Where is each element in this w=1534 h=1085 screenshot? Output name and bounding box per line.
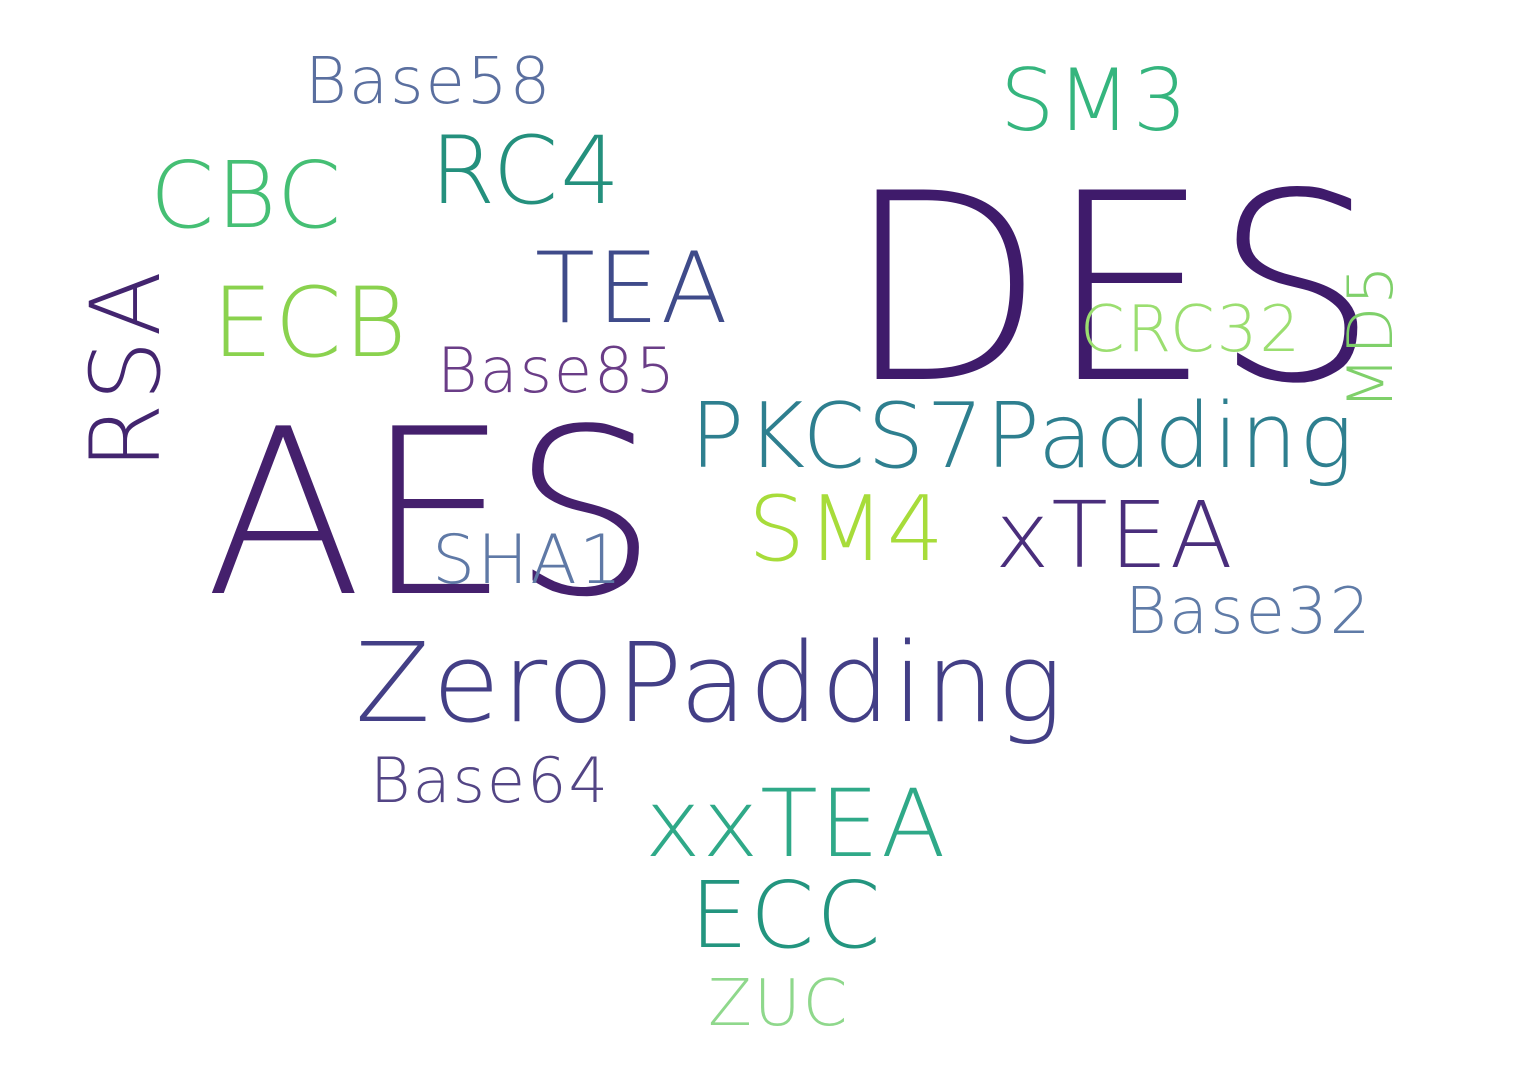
- word-base64: Base64: [370, 744, 610, 817]
- word-tea: TEA: [535, 232, 730, 346]
- word-des: DES: [845, 139, 1381, 441]
- word-ecc: ECC: [690, 862, 883, 969]
- word-sha1: SHA1: [432, 521, 625, 600]
- word-ecb: ECB: [212, 267, 409, 379]
- word-pkcs7padding: PKCS7Padding: [690, 384, 1356, 489]
- word-sm4: SM4: [748, 477, 947, 582]
- word-rc4: RC4: [430, 117, 623, 226]
- word-zuc: ZUC: [708, 967, 850, 1041]
- word-aes: AES: [205, 381, 660, 648]
- word-xxtea: xxTEA: [645, 770, 948, 879]
- word-base32: Base32: [1125, 575, 1373, 649]
- word-zeropadding: ZeroPadding: [355, 619, 1065, 747]
- word-cbc: CBC: [150, 142, 344, 249]
- word-sm3: SM3: [1000, 51, 1190, 151]
- word-crc32: CRC32: [1080, 293, 1303, 367]
- word-base85: Base85: [437, 334, 677, 407]
- word-rsa: RSA: [70, 268, 182, 470]
- word-base58: Base58: [305, 45, 553, 119]
- word-xtea: xTEA: [995, 482, 1235, 589]
